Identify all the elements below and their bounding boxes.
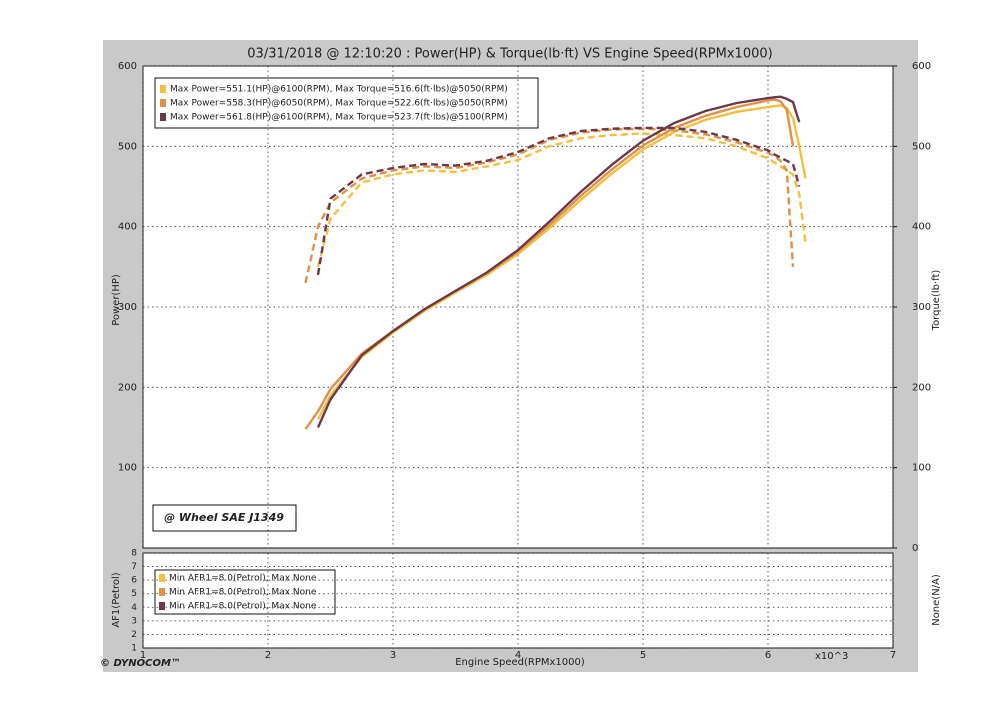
y2-tick-label: 600 (912, 61, 931, 72)
y-axis-label: Power(HP) (111, 274, 122, 326)
afr-tick-label: 3 (131, 616, 137, 626)
power-line (316, 95, 801, 428)
x-tick-label: 5 (640, 650, 646, 661)
y2-tick-label: 0 (912, 543, 918, 554)
torque-line (316, 132, 807, 268)
y-tick-label: 400 (118, 222, 137, 233)
y-tick-label: 600 (118, 61, 137, 72)
legend-swatch (160, 85, 166, 93)
afr-legend-entry: Min AFR1=8.0(Petrol), Max None (169, 602, 317, 612)
afr-tick-label: 1 (131, 644, 137, 654)
y2-tick-label: 300 (912, 302, 931, 313)
brand: © DYNOCOM™ (100, 658, 181, 669)
torque-line (316, 126, 801, 276)
legend-entry: Max Power=551.1(HP)@6100(RPM), Max Torqu… (170, 85, 508, 95)
y2-tick-label: 400 (912, 222, 931, 233)
y2-tick-label: 500 (912, 141, 931, 152)
afr-legend-swatch (159, 588, 165, 596)
afr-y2-label: None(N/A) (931, 574, 942, 626)
chart-title: 03/31/2018 @ 12:10:20 : Power(HP) & Torq… (247, 47, 772, 62)
y2-tick-label: 100 (912, 463, 931, 474)
legend-entry: Max Power=561.8(HP)@6100(RPM), Max Torqu… (170, 113, 508, 123)
afr-legend-swatch (159, 574, 165, 582)
x-tick-label: 3 (390, 650, 396, 661)
y-tick-label: 200 (118, 382, 137, 393)
annotation: @ Wheel SAE J1349 (164, 511, 284, 524)
legend-entry: Max Power=558.3(HP)@6050(RPM), Max Torqu… (170, 99, 508, 109)
legend (154, 77, 539, 129)
afr-tick-label: 7 (131, 562, 137, 572)
x-tick-label: 1 (140, 650, 146, 661)
y-tick-label: 300 (118, 302, 137, 313)
y2-axis-label: Torque(lb·ft) (931, 270, 942, 332)
x-multiplier: x10^3 (815, 651, 848, 662)
x-tick-label: 2 (265, 650, 271, 661)
afr-legend-entry: Min AFR1=8.0(Petrol), Max None (169, 588, 317, 598)
x-axis-label: Engine Speed(RPMx1000) (455, 657, 585, 668)
afr-tick-label: 5 (131, 589, 137, 599)
legend-swatch (160, 99, 166, 107)
y2-tick-label: 200 (912, 382, 931, 393)
afr-legend-entry: Min AFR1=8.0(Petrol), Max None (169, 574, 317, 584)
afr-tick-label: 6 (131, 576, 137, 586)
annotation-box (152, 504, 297, 532)
x-tick-label: 4 (515, 650, 521, 661)
afr-legend (154, 569, 336, 615)
y-tick-label: 100 (118, 463, 137, 474)
afr-legend-swatch (159, 602, 165, 610)
torque-line (304, 127, 795, 284)
afr-tick-label: 8 (131, 549, 137, 559)
afr-tick-label: 4 (131, 603, 137, 613)
y-tick-label: 500 (118, 141, 137, 152)
afr-tick-label: 2 (131, 630, 137, 640)
afr-y-label: AF1(Petrol) (111, 572, 122, 627)
x-tick-label: 7 (890, 650, 896, 661)
x-tick-label: 6 (765, 650, 771, 661)
legend-swatch (160, 113, 166, 121)
